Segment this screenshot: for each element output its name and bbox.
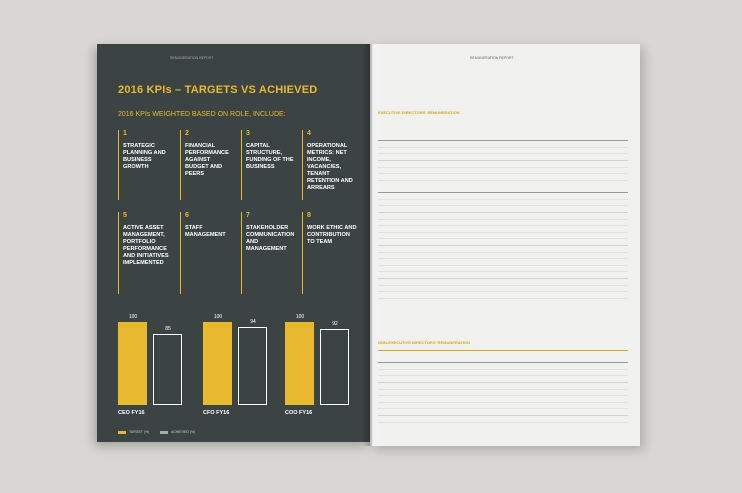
kpi-text: FINANCIAL PERFORMANCE AGAINST BUDGET AND…	[185, 143, 229, 177]
kpi-number: 7	[246, 212, 250, 219]
bar	[203, 322, 232, 405]
legend-label: ACHIEVED (%)	[171, 430, 196, 434]
header: REMUNERATION REPORT	[170, 56, 214, 60]
category-label: COO FY16	[285, 410, 313, 416]
kpi-item: 3 CAPITAL STRUCTURE, FUNDING OF THE BUSIN…	[241, 130, 296, 200]
bar	[285, 322, 314, 405]
legend-label: TARGET (%)	[129, 430, 150, 434]
kpi-text: CAPITAL STRUCTURE, FUNDING OF THE BUSINE…	[246, 143, 294, 170]
subtitle: 2016 KPIs WEIGHTED BASED ON ROLE, INCLUD…	[118, 111, 286, 118]
value-label: 100	[295, 314, 305, 320]
kpi-item: 6 STAFF MANAGEMENT	[180, 212, 235, 294]
kpi-text: STAFF MANAGEMENT	[185, 225, 226, 238]
kpi-text: WORK ETHIC AND CONTRIBUTION TO TEAM	[307, 225, 357, 245]
value-label: 100	[213, 314, 223, 320]
kpi-number: 8	[307, 212, 311, 219]
kpi-number: 3	[246, 130, 250, 137]
table	[378, 362, 628, 423]
header: REMUNERATION REPORT	[470, 56, 514, 60]
value-label: 100	[128, 314, 138, 320]
rule	[378, 350, 628, 351]
kpi-number: 6	[185, 212, 189, 219]
table	[378, 140, 628, 181]
kpi-item: 2 FINANCIAL PERFORMANCE AGAINST BUDGET AN…	[180, 130, 235, 200]
legend-swatch	[160, 431, 168, 434]
kpi-text: ACTIVE ASSET MANAGEMENT, PORTFOLIO PERFO…	[123, 225, 169, 266]
kpi-item: 4 OPERATIONAL METRICS: NET INCOME, VACANC…	[302, 130, 357, 200]
kpi-number: 5	[123, 212, 127, 219]
kpi-text: OPERATIONAL METRICS: NET INCOME, VACANCI…	[307, 143, 353, 191]
category-label: CEO FY16	[118, 410, 145, 416]
value-label: 92	[332, 320, 338, 327]
kpi-text: STAKEHOLDER COMMUNICATION AND MANAGEMENT	[246, 225, 295, 252]
bar	[320, 328, 349, 405]
bar	[238, 326, 267, 405]
kpi-item: 1 STRATEGIC PLANNING AND BUSINESS GROWTH	[118, 130, 173, 200]
kpi-number: 1	[123, 130, 127, 137]
kpi-item: 7 STAKEHOLDER COMMUNICATION AND MANAGEMEN…	[241, 212, 296, 294]
kpi-item: 5 ACTIVE ASSET MANAGEMENT, PORTFOLIO PERF…	[118, 212, 173, 294]
kpi-text: STRATEGIC PLANNING AND BUSINESS GROWTH	[123, 143, 166, 170]
kpi-number: 2	[185, 130, 189, 137]
bar	[118, 322, 147, 405]
title: 2016 KPIs – TARGETS VS ACHIEVED	[118, 84, 318, 96]
kpi-item: 8 WORK ETHIC AND CONTRIBUTION TO TEAM	[302, 212, 357, 294]
section-title: EXECUTIVE DIRECTORS' REMUNERATION	[378, 110, 460, 115]
legend-swatch	[118, 431, 126, 434]
table	[378, 192, 628, 301]
category-label: CFO FY16	[203, 410, 230, 416]
section-title: NON-EXECUTIVE DIRECTORS' REMUNERATION	[378, 340, 470, 345]
bar	[153, 334, 182, 405]
value-label: 85	[165, 326, 171, 333]
spine	[362, 44, 382, 446]
value-label: 94	[250, 318, 256, 325]
kpi-number: 4	[307, 130, 311, 137]
